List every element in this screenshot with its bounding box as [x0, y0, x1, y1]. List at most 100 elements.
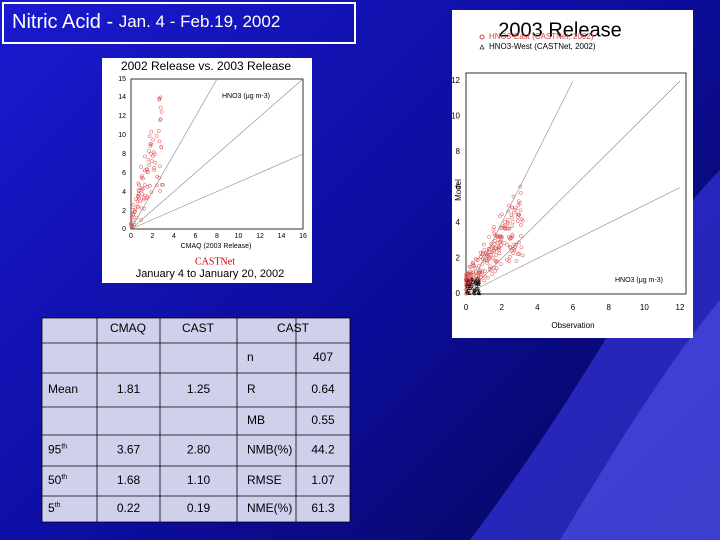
- x-tick-label: 4: [535, 303, 540, 312]
- legend-label: HNO3-East (CASTNet, 2002): [489, 32, 594, 41]
- legend-marker: [479, 44, 485, 50]
- scatter-point: [471, 289, 476, 294]
- scatter-point: [512, 247, 516, 251]
- scatter-point: [159, 145, 164, 150]
- table-cell: R: [247, 382, 256, 396]
- scatter-point: [142, 168, 147, 173]
- scatter-point: [137, 183, 141, 187]
- scatter-point: [464, 271, 469, 276]
- scatter-point: [478, 254, 483, 259]
- y-tick-label: 12: [451, 76, 460, 85]
- scatter-point: [149, 151, 153, 156]
- scatter-point: [159, 110, 164, 114]
- scatter-point: [149, 190, 154, 195]
- scatter-point: [502, 224, 507, 229]
- scatter-point: [129, 225, 134, 229]
- scatter-point: [508, 254, 512, 259]
- scatter-point: [476, 271, 481, 276]
- scatter-point: [465, 290, 470, 295]
- scatter-point: [482, 258, 487, 263]
- scatter-point: [508, 245, 512, 249]
- scatter-point: [508, 236, 512, 241]
- table-cell: MB: [247, 413, 265, 427]
- scatter-point: [134, 215, 139, 220]
- scatter-point: [157, 139, 162, 144]
- scatter-point: [476, 280, 481, 285]
- scatter-point: [470, 276, 474, 281]
- scatter-point: [133, 209, 137, 214]
- table-header: CMAQ: [110, 321, 146, 335]
- scatter-point: [467, 291, 472, 295]
- scatter-point: [469, 282, 474, 286]
- table-cell: 0.22: [117, 501, 141, 515]
- x-tick-label: 2: [499, 303, 504, 312]
- scatter-point: [505, 226, 509, 231]
- scatter-point: [471, 270, 476, 275]
- scatter-point: [512, 242, 517, 247]
- table-header: CAST: [277, 321, 310, 335]
- table-cell: 44.2: [311, 443, 335, 457]
- row-label-text: 50: [48, 473, 62, 487]
- y-tick-label: 4: [122, 189, 126, 196]
- scatter-point: [486, 247, 491, 251]
- scatter-point: [131, 218, 136, 223]
- scatter-point: [139, 186, 144, 190]
- x-tick-label: 12: [256, 233, 264, 240]
- reference-line: [465, 80, 574, 295]
- scatter-point: [519, 223, 523, 227]
- title-main: Nitric Acid -: [12, 11, 119, 33]
- left-plot-panel: [102, 58, 312, 283]
- y-tick-label: 8: [456, 147, 461, 156]
- scatter-point: [157, 97, 162, 102]
- scatter-point: [498, 262, 503, 266]
- right-plot-panel: [452, 10, 693, 338]
- scatter-point: [477, 291, 482, 296]
- scatter-point: [482, 242, 486, 247]
- scatter-point: [139, 165, 143, 169]
- scatter-point: [467, 282, 472, 286]
- reference-line: [465, 187, 681, 295]
- logo: CASTNet: [195, 256, 235, 267]
- y-tick-label: 2: [122, 208, 126, 215]
- scatter-point: [517, 240, 521, 245]
- scatter-point: [509, 249, 514, 253]
- y-axis-label: Model: [454, 179, 463, 201]
- scatter-point: [149, 159, 154, 164]
- scatter-point: [505, 220, 510, 225]
- scatter-point: [475, 276, 480, 281]
- scatter-point: [509, 236, 513, 241]
- scatter-point: [490, 245, 494, 250]
- scatter-point: [148, 141, 153, 146]
- scatter-point: [516, 215, 520, 219]
- title-box: [2, 2, 356, 44]
- scatter-point: [490, 272, 495, 276]
- y-tick-label: 4: [456, 218, 461, 227]
- scatter-point: [480, 262, 485, 266]
- scatter-point: [147, 134, 152, 139]
- scatter-point: [508, 245, 513, 250]
- scatter-point: [505, 242, 510, 247]
- legend-label: HNO3-West (CASTNet, 2002): [489, 42, 596, 51]
- annotation: HNO3 (μg m-3): [222, 93, 270, 100]
- scatter-point: [480, 270, 485, 275]
- scatter-point: [485, 260, 489, 265]
- scatter-point: [491, 265, 496, 270]
- scatter-point: [143, 154, 147, 159]
- scatter-point: [514, 259, 519, 263]
- scatter-point: [472, 264, 477, 268]
- scatter-point: [500, 226, 504, 230]
- scatter-point: [158, 95, 163, 100]
- y-tick-label: 8: [122, 151, 126, 158]
- scatter-point: [520, 218, 525, 223]
- plot-title: 2002 Release vs. 2003 Release: [121, 59, 291, 73]
- y-tick-label: 2: [456, 254, 461, 263]
- x-tick-label: 0: [129, 233, 133, 240]
- table-cell: n: [247, 350, 254, 364]
- scatter-point: [518, 208, 523, 213]
- scatter-point: [514, 206, 519, 211]
- scatter-point: [493, 238, 497, 243]
- x-axis-label: Observation: [551, 321, 594, 330]
- row-label: Mean: [48, 382, 78, 396]
- table-cell: 1.81: [117, 382, 141, 396]
